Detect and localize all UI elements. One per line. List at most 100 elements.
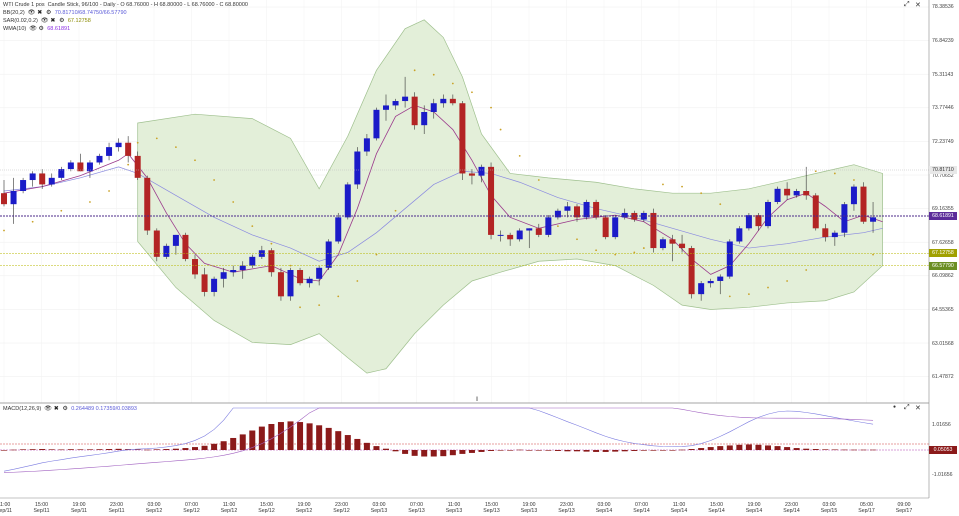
macd-pin-icon[interactable]: ● (893, 404, 897, 410)
macd-maximize-icon[interactable]: ⤢ (904, 404, 910, 411)
time-tick-date: Sep/12 (145, 508, 163, 514)
time-tick-date: Sep/11 (33, 508, 50, 514)
pane-resize-handle[interactable]: ‖ (476, 397, 479, 403)
macd-bar (841, 449, 848, 451)
sar-dot (833, 172, 836, 175)
candle (86, 162, 93, 172)
time-tick-time: 23:00 (110, 502, 123, 508)
sar-dot (337, 295, 340, 298)
macd-bar (373, 446, 380, 450)
candle (230, 270, 237, 273)
macd-bar (583, 450, 590, 452)
candle (287, 270, 294, 297)
candle (192, 259, 198, 275)
macd-bar (631, 450, 638, 451)
time-tick-date: Sep/14 (633, 508, 650, 514)
macd-bar (182, 448, 189, 450)
gear-icon[interactable]: ⚙ (38, 26, 44, 32)
time-tick-time: 19:00 (747, 502, 761, 508)
sar-tag: 67.12758 (929, 249, 957, 257)
time-tick: 07:00 Sep/14 (627, 502, 657, 514)
macd-bar (526, 450, 533, 451)
time-tick-date: Sep/13 (520, 508, 538, 514)
time-tick: 03:00 Sep/13 (364, 502, 394, 514)
indicator-values: 68.61891 (47, 26, 71, 32)
time-tick: 11:00 Sep/13 (439, 502, 469, 514)
eye-icon[interactable]: 👁 (27, 10, 36, 16)
macd-bar (402, 450, 409, 454)
macd-bar (58, 449, 65, 451)
candle (58, 169, 65, 178)
candle (860, 186, 867, 222)
delete-icon[interactable]: ✖ (50, 18, 56, 24)
time-tick-date: Sep/14 (708, 508, 725, 514)
macd-bar (153, 449, 160, 450)
candle (392, 101, 399, 106)
candle (48, 177, 55, 185)
sar-dot (108, 190, 110, 192)
sar-dot (805, 269, 808, 271)
macd-bar (564, 450, 571, 452)
time-tick: 15:00 Sep/11 (27, 502, 57, 514)
sar-dot (270, 242, 273, 245)
price-tick: 69.16355 (932, 206, 954, 212)
macd-bar (220, 441, 227, 450)
sar-dot (299, 306, 301, 309)
time-tick-date: Sep/12 (220, 508, 238, 514)
gear-icon[interactable]: ⚙ (62, 406, 68, 412)
gear-icon[interactable]: ⚙ (59, 18, 65, 24)
candle (277, 272, 284, 297)
macd-bar (201, 445, 208, 450)
candle (29, 173, 36, 181)
eye-icon[interactable]: 👁 (29, 26, 37, 32)
time-tick-date: Sep/13 (558, 508, 575, 514)
sar-dot (662, 183, 664, 186)
indicator-wma: WMA(10) 👁 ⚙ 68.61891 (3, 25, 70, 33)
macd-bar (192, 447, 198, 450)
macd-bar (554, 450, 561, 451)
chart-header: WTI Crude 1 pos Candle Stick, 96/100 - D… (3, 1, 248, 9)
time-tick: 07:00 Sep/13 (402, 502, 432, 514)
candle (316, 267, 323, 279)
sar-dot (700, 192, 703, 195)
candle (803, 191, 810, 196)
macd-bar (640, 450, 647, 451)
time-tick: 23:00 Sep/14 (777, 502, 807, 514)
time-tick-date: Sep/14 (670, 508, 688, 514)
candle (106, 147, 113, 156)
eye-icon[interactable]: 👁 (44, 406, 52, 412)
macd-bar (363, 442, 370, 450)
candle (115, 142, 122, 148)
time-tick-date: Sep/17 (858, 508, 875, 514)
close-icon[interactable]: ✕ (915, 2, 921, 9)
candle (736, 228, 743, 242)
candle (488, 166, 495, 235)
sar-dot (853, 179, 855, 181)
macd-bar (115, 448, 122, 450)
sar-dot (614, 253, 617, 256)
delete-icon[interactable]: ✖ (53, 406, 59, 412)
time-tick: 03:00 Sep/14 (589, 502, 619, 514)
sar-dot (872, 253, 874, 256)
candle (125, 142, 132, 156)
price-tick: 73.77446 (932, 105, 954, 111)
candle (306, 278, 313, 284)
candle (554, 210, 561, 218)
sar-dot (786, 280, 788, 282)
delete-icon[interactable]: ✖ (37, 10, 43, 16)
sar-dot (633, 251, 636, 254)
bb-middle-line (3, 166, 883, 262)
time-tick-time: 15:00 (710, 502, 723, 508)
sar-dot (31, 220, 34, 223)
macd-bar (392, 450, 399, 452)
maximize-icon[interactable]: ⤢ (904, 1, 910, 8)
candle (411, 96, 418, 126)
sar-dot (595, 249, 597, 252)
macd-close-icon[interactable]: ✕ (915, 405, 921, 412)
eye-icon[interactable]: 👁 (40, 18, 49, 24)
price-tick: 75.31143 (932, 72, 954, 78)
macd-bar (440, 450, 447, 457)
gear-icon[interactable]: ⚙ (46, 10, 52, 16)
